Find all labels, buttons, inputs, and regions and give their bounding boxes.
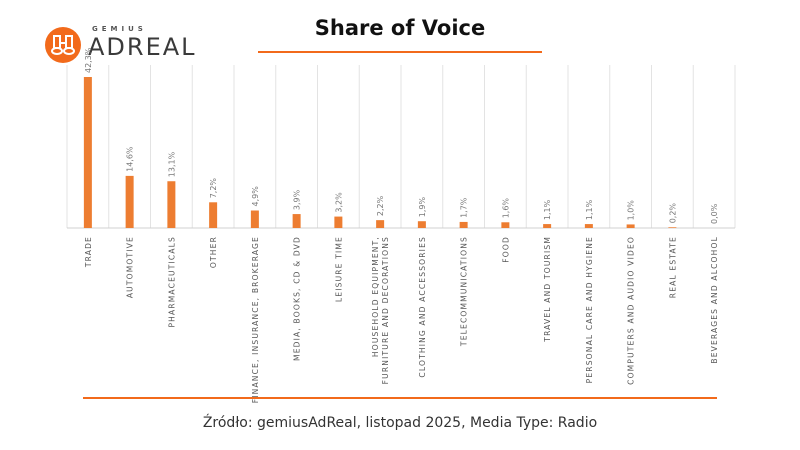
bar — [668, 227, 677, 228]
data-label: 1,6% — [501, 198, 510, 219]
data-label: 1,0% — [627, 200, 636, 221]
category-label: TRADE — [84, 236, 93, 268]
page-title: Share of Voice — [314, 16, 486, 40]
data-label: 42,3% — [84, 47, 93, 73]
category-label: FURNITURE AND DECORATIONS — [381, 236, 390, 384]
data-label: 3,2% — [334, 192, 343, 213]
bar — [334, 216, 343, 228]
logo-text: ADREAL — [88, 33, 197, 61]
data-label: 7,2% — [209, 178, 218, 199]
bar — [584, 224, 593, 228]
footer-divider — [83, 397, 717, 399]
category-label: PERSONAL CARE AND HYGIENE — [585, 236, 594, 383]
data-label: 4,9% — [251, 186, 260, 207]
data-label: 1,9% — [418, 196, 427, 217]
category-label: CLOTHING AND ACCESSORIES — [418, 236, 427, 378]
category-label: TRAVEL AND TOURISM — [543, 236, 552, 343]
bar — [167, 181, 176, 228]
logo-icon — [45, 27, 81, 63]
category-label: MEDIA, BOOKS, CD & DVD — [293, 236, 302, 361]
data-label: 14,6% — [126, 146, 135, 172]
category-label: BEVERAGES AND ALCOHOL — [710, 236, 719, 364]
bar — [417, 221, 426, 228]
bar — [83, 77, 92, 228]
data-label: 1,7% — [460, 197, 469, 218]
logo-top-text: GEMIUS — [92, 25, 147, 33]
title-underline — [258, 51, 542, 53]
bar — [459, 221, 468, 228]
data-label: 3,9% — [293, 189, 302, 210]
bar — [626, 224, 635, 228]
bar — [376, 220, 385, 228]
bar — [292, 214, 301, 228]
bar — [250, 210, 259, 228]
source-note: Źródło: gemiusAdReal, listopad 2025, Med… — [202, 415, 598, 431]
bar — [543, 224, 552, 228]
category-label: HOUSEHOLD EQUIPMENT, — [371, 236, 380, 357]
category-label: LEISURE TIME — [334, 236, 343, 302]
category-label: AUTOMOTIVE — [126, 236, 135, 298]
bar — [501, 222, 510, 228]
data-label: 1,1% — [543, 199, 552, 220]
category-label: FINANCE, INSURANCE, BROKERAGE — [251, 236, 260, 403]
data-label: 1,1% — [585, 199, 594, 220]
category-label: TELECOMMUNICATIONS — [460, 236, 469, 347]
bar — [125, 175, 134, 228]
data-label: 0,0% — [710, 203, 719, 224]
category-label: REAL ESTATE — [668, 236, 677, 298]
data-label: 2,2% — [376, 195, 385, 216]
bar — [209, 202, 218, 228]
category-label: OTHER — [209, 236, 218, 268]
category-label: PHARMACEUTICALS — [167, 236, 176, 328]
category-label: COMPUTERS AND AUDIO VIDEO — [627, 236, 636, 385]
data-label: 0,2% — [668, 203, 677, 224]
category-label: FOOD — [501, 236, 510, 263]
data-label: 13,1% — [167, 151, 176, 177]
